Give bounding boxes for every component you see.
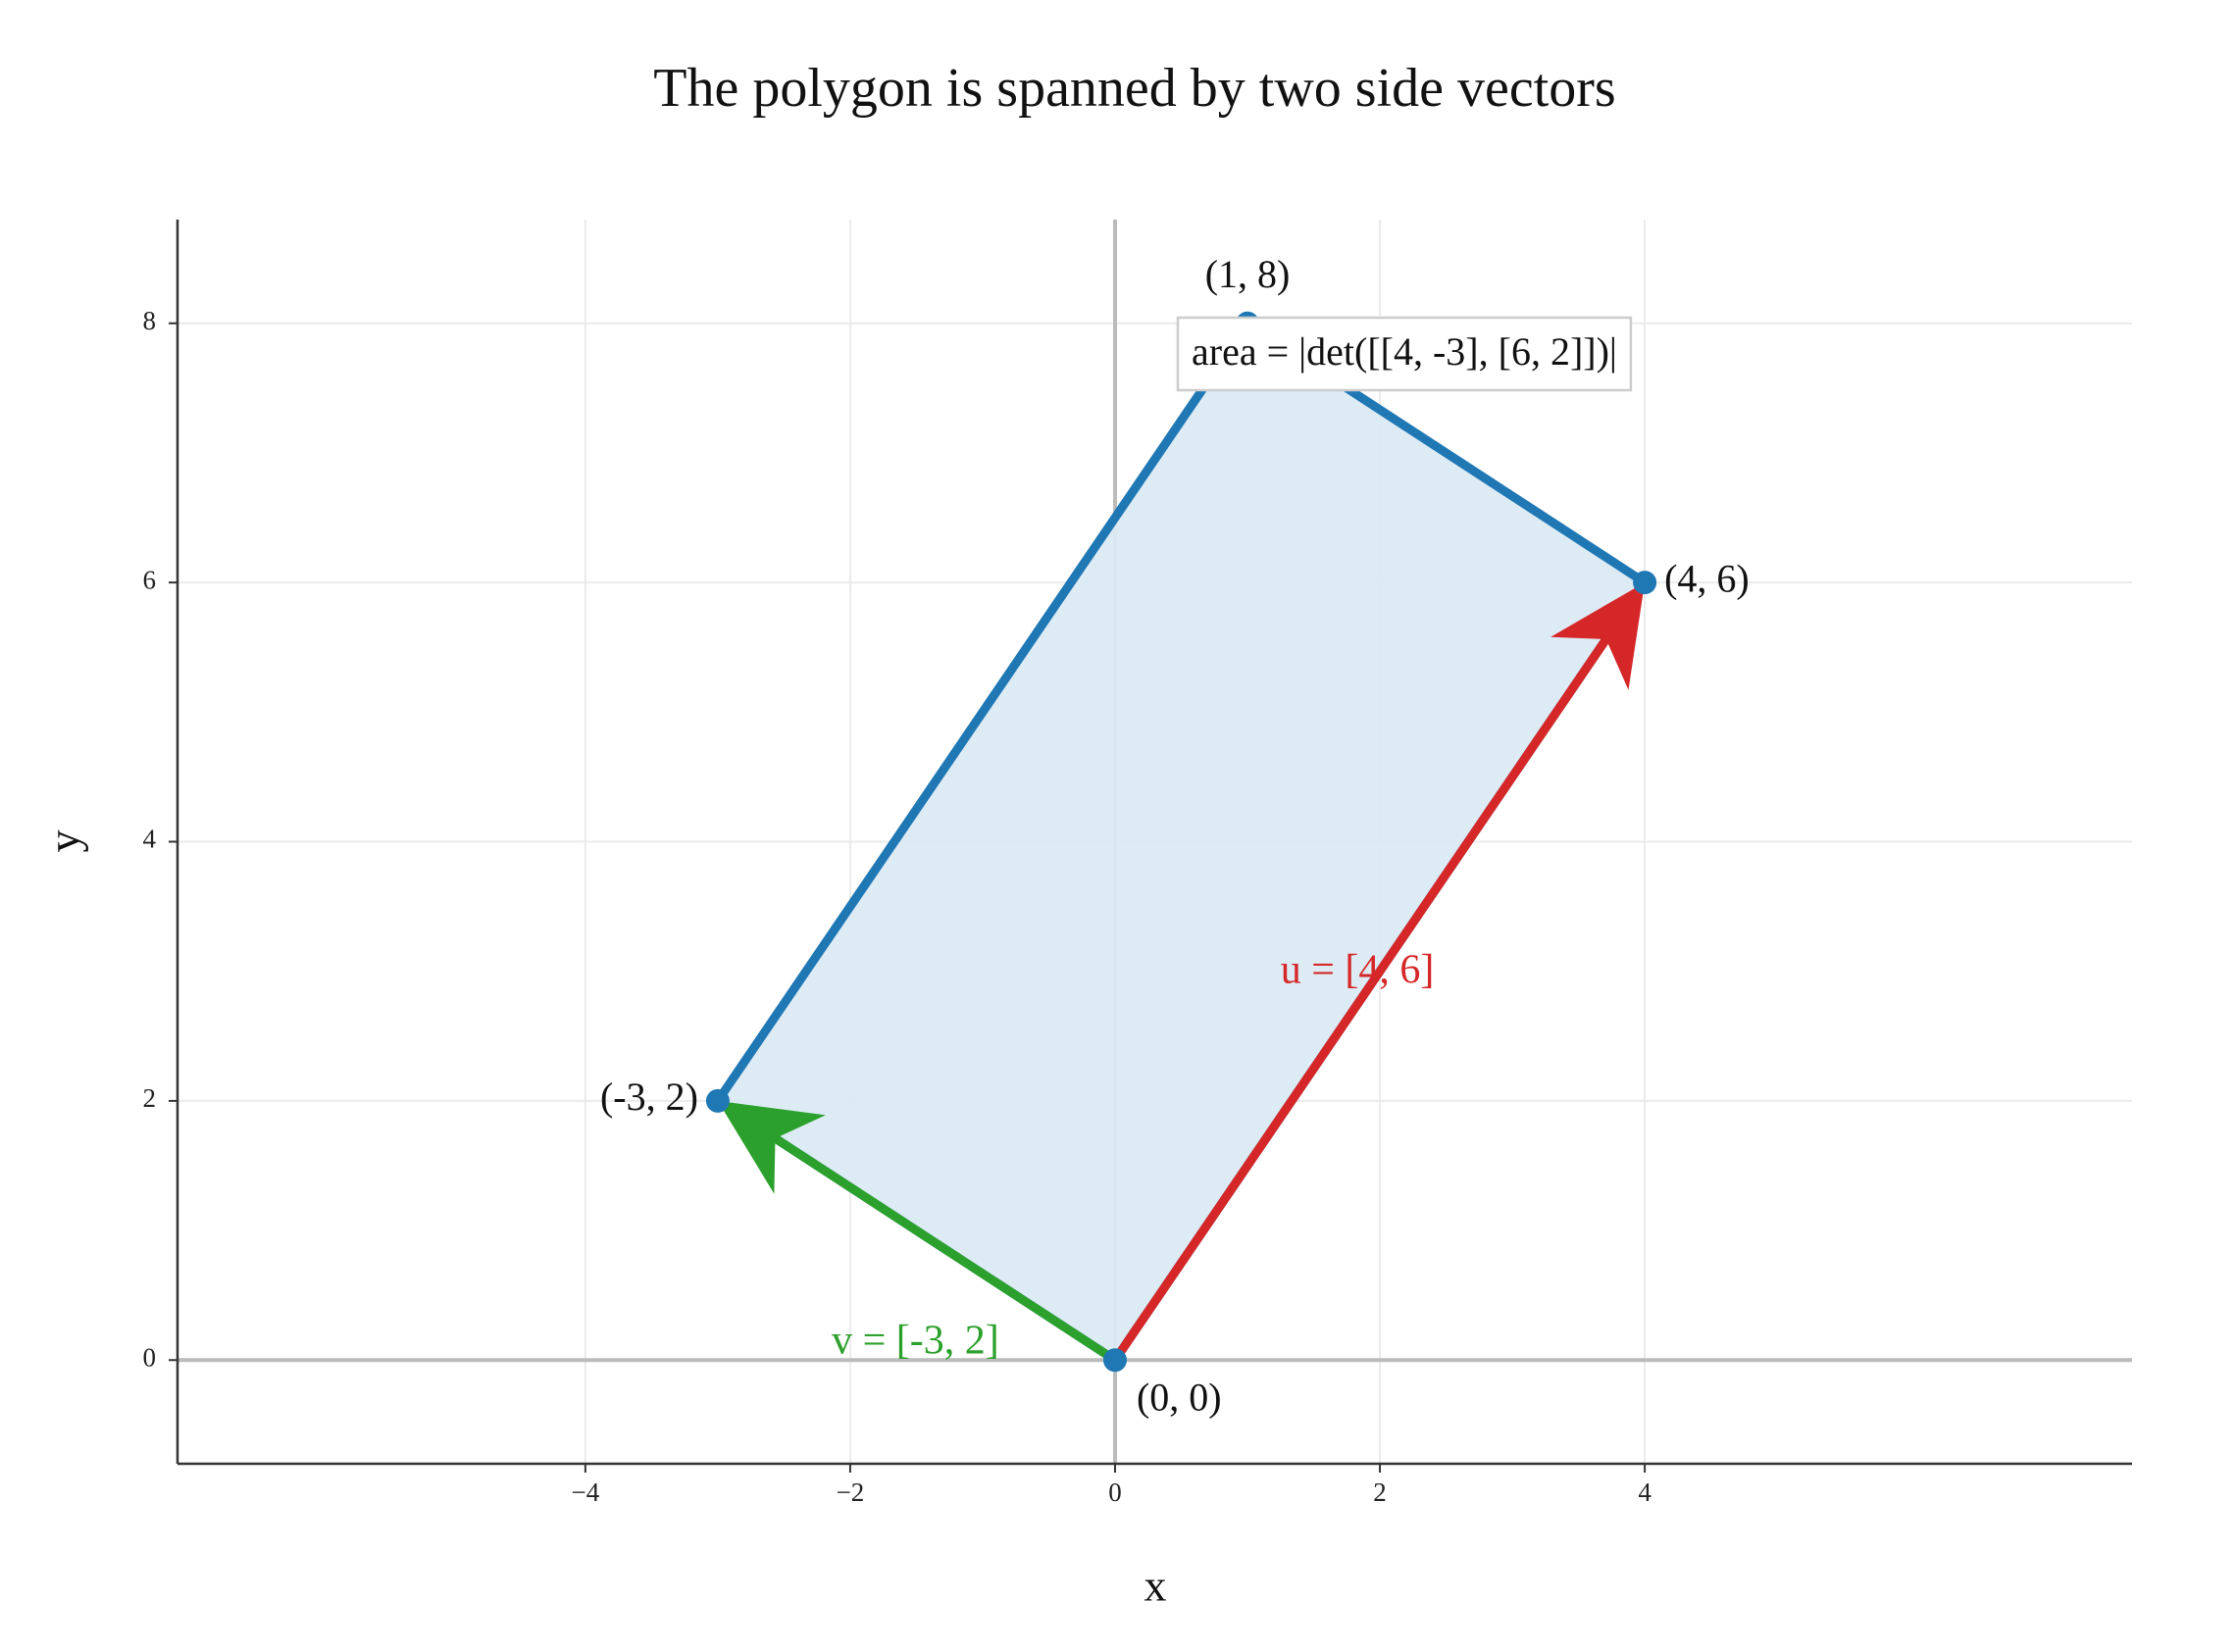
y-tick-label: 0 (143, 1342, 157, 1372)
vertex-point (705, 1088, 730, 1113)
x-tick-label: 4 (1638, 1477, 1652, 1507)
vertex-label: (4, 6) (1664, 556, 1750, 600)
y-tick-label: 8 (143, 306, 157, 335)
y-tick-label: 4 (143, 825, 157, 854)
x-tick-label: 0 (1108, 1477, 1122, 1507)
vertex-point (1633, 571, 1657, 595)
x-axis-label: x (1144, 1561, 1167, 1611)
vertex-point (1102, 1348, 1127, 1373)
annotation-text: area = |det([[4, -3], [6, 2]])| (1192, 329, 1617, 374)
vector-shaft (1111, 612, 1627, 1363)
x-tick-label: 2 (1373, 1477, 1387, 1507)
vector-head (717, 1100, 826, 1194)
y-tick-label: 6 (143, 565, 157, 594)
vertex-label: (1, 8) (1205, 252, 1291, 296)
vertex-label: (-3, 2) (600, 1075, 698, 1119)
y-axis-label: y (39, 830, 89, 853)
vertex-label: (0, 0) (1137, 1375, 1222, 1419)
y-tick-label: 2 (143, 1083, 157, 1113)
vector-shaft (747, 1118, 1118, 1365)
annotation-box (1176, 316, 1633, 392)
x-tick-label: −2 (837, 1477, 865, 1507)
vector-label: u = [4, 6] (1281, 947, 1435, 992)
vector-head (1550, 582, 1646, 690)
vector-label: v = [-3, 2] (832, 1319, 999, 1364)
x-tick-label: −4 (572, 1477, 600, 1507)
chart-title: The polygon is spanned by two side vecto… (653, 58, 1615, 119)
